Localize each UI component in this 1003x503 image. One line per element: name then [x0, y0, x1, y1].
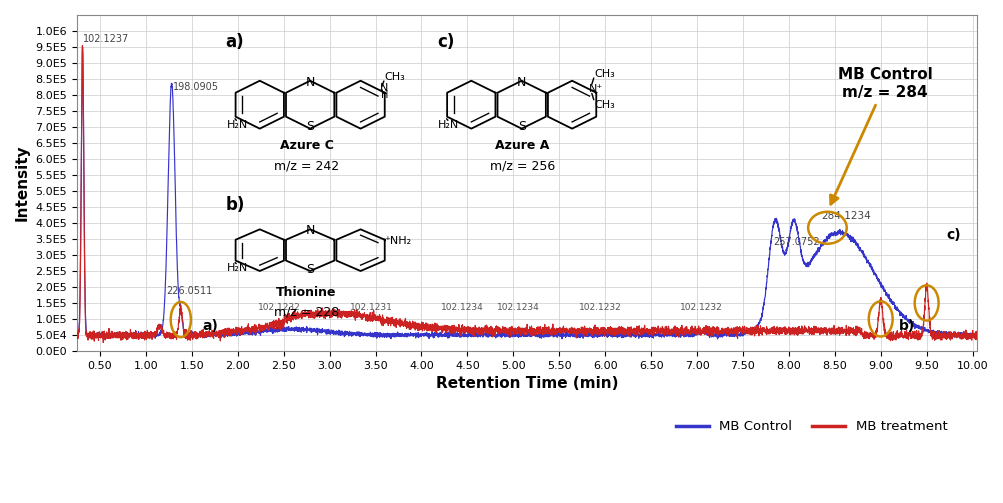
MB Control	[970, 332, 982, 338]
Text: m/z = 256: m/z = 256	[489, 159, 555, 173]
MB Control	[285, 325, 297, 331]
Text: b): b)	[226, 196, 245, 214]
MB treatment	[290, 311, 302, 317]
MB treatment	[285, 318, 297, 324]
Text: a): a)	[226, 34, 244, 51]
MB Control	[76, 44, 88, 50]
MB Control	[963, 330, 975, 336]
MB Control	[711, 336, 723, 342]
Line: MB treatment: MB treatment	[77, 46, 976, 343]
Text: Azure C: Azure C	[280, 139, 333, 152]
Text: c): c)	[946, 228, 961, 242]
Text: 102.1232: 102.1232	[680, 303, 722, 312]
MB Control	[280, 326, 292, 332]
MB Control	[289, 327, 301, 333]
MB Control	[474, 333, 486, 340]
X-axis label: Retention Time (min): Retention Time (min)	[435, 376, 618, 391]
Text: 102.1237: 102.1237	[83, 34, 129, 44]
Text: 284.1234: 284.1234	[820, 211, 870, 221]
Text: a): a)	[203, 319, 219, 333]
MB Control	[71, 332, 83, 338]
Text: Azure A: Azure A	[494, 139, 550, 152]
Text: b): b)	[899, 319, 915, 333]
MB treatment	[76, 43, 88, 49]
MB treatment	[970, 336, 982, 342]
MB Control	[410, 330, 422, 337]
Y-axis label: Intensity: Intensity	[15, 145, 30, 221]
Text: MB Control
m/z = 284: MB Control m/z = 284	[829, 67, 932, 204]
MB treatment	[410, 322, 422, 328]
MB treatment	[280, 314, 292, 320]
Text: Thionine: Thionine	[276, 286, 336, 298]
Text: 102.1232: 102.1232	[258, 303, 300, 312]
Text: 102.1234: 102.1234	[496, 303, 539, 312]
Text: 102.1234: 102.1234	[441, 303, 483, 312]
Text: 102.1231: 102.1231	[349, 303, 392, 312]
Text: c): c)	[436, 34, 454, 51]
Text: 257.0752: 257.0752	[772, 237, 819, 247]
Text: 198.0905: 198.0905	[173, 82, 219, 92]
Legend: MB Control, MB treatment: MB Control, MB treatment	[670, 415, 952, 439]
Text: 226.0511: 226.0511	[165, 286, 213, 296]
Line: MB Control: MB Control	[77, 47, 976, 339]
MB treatment	[474, 326, 486, 332]
Text: 102.1232: 102.1232	[579, 303, 621, 312]
MB treatment	[963, 331, 975, 338]
MB treatment	[71, 329, 83, 335]
MB treatment	[97, 340, 109, 346]
Text: m/z = 228: m/z = 228	[274, 306, 339, 319]
Text: m/z = 242: m/z = 242	[274, 159, 339, 173]
